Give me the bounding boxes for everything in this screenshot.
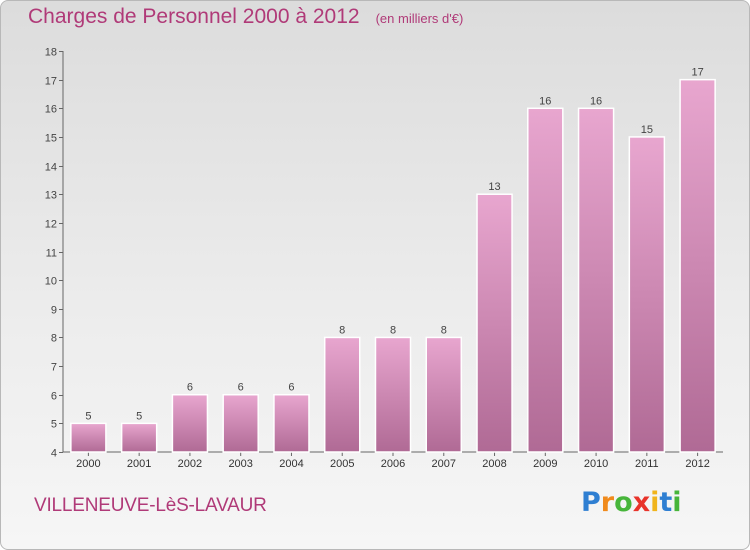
proxiti-logo: Proxiti: [581, 487, 682, 518]
chart-title-main: Charges de Personnel 2000 à 2012: [28, 5, 360, 28]
y-tick-label: 12: [45, 219, 57, 231]
x-tick-label: 2009: [533, 458, 557, 470]
bar: [273, 393, 310, 453]
y-tick-label: 7: [51, 362, 57, 374]
y-tick-label: 5: [51, 419, 57, 431]
bar-value-label: 6: [187, 382, 193, 394]
x-tick-label: 2002: [178, 458, 202, 470]
chart-subtitle: (en milliers d'€): [375, 11, 464, 26]
bar: [679, 78, 716, 453]
logo-letter: r: [600, 487, 615, 518]
logo-letter: i: [672, 487, 682, 518]
bar: [70, 422, 107, 453]
logo-letter: i: [650, 487, 660, 518]
y-tick-label: 8: [51, 333, 57, 345]
bar: [527, 107, 564, 453]
bar: [171, 393, 209, 453]
y-tick-label: 14: [45, 162, 57, 174]
chart-data-labels: 5 5 6 6 6 8 8 8 13 16 16 15 17: [85, 67, 703, 423]
bar-value-label: 15: [641, 124, 653, 136]
bar: [374, 336, 412, 453]
bar-value-label: 5: [136, 410, 142, 422]
x-tick-label: 2008: [482, 458, 506, 470]
commune-name: VILLENEUVE-LèS-LAVAUR: [34, 495, 267, 516]
logo-letter: o: [614, 487, 633, 518]
y-tick-label: 10: [45, 276, 57, 288]
x-tick-label: 2000: [76, 458, 100, 470]
y-tick-label: 13: [45, 190, 57, 202]
chart-title: Charges de Personnel 2000 à 2012 (en mill…: [28, 5, 463, 29]
x-tick-label: 2010: [584, 458, 608, 470]
bar-value-label: 16: [539, 95, 551, 107]
x-tick-label: 2001: [127, 458, 151, 470]
bar-value-label: 6: [238, 382, 244, 394]
y-tick-label: 18: [45, 47, 57, 59]
bar: [476, 193, 513, 453]
bar: [628, 136, 666, 453]
x-tick-label: 2007: [432, 458, 456, 470]
bar-value-label: 8: [390, 324, 396, 336]
bar: [577, 107, 615, 453]
y-tick-label: 11: [46, 248, 57, 260]
bar-value-label: 17: [691, 67, 703, 79]
y-tick-label: 15: [45, 133, 57, 145]
bar: [222, 393, 259, 453]
y-tick-label: 9: [51, 305, 57, 317]
x-tick-label: 2004: [279, 458, 303, 470]
x-tick-label: 2011: [635, 458, 659, 470]
y-tick-label: 16: [45, 104, 57, 116]
y-tick-label: 6: [51, 391, 57, 403]
bar-value-label: 8: [441, 324, 447, 336]
bar-value-label: 13: [488, 181, 500, 193]
x-tick-label: 2012: [685, 458, 709, 470]
bar: [425, 336, 463, 453]
bar-value-label: 8: [339, 324, 345, 336]
bar: [120, 422, 158, 453]
bar-value-label: 5: [85, 410, 91, 422]
logo-letter: P: [581, 487, 601, 518]
bar: [323, 336, 361, 453]
logo-letter: t: [659, 487, 673, 518]
chart-bars: [70, 78, 716, 453]
x-tick-label: 2003: [228, 458, 252, 470]
logo-letter: x: [632, 487, 651, 518]
y-tick-label: 17: [45, 76, 57, 88]
bar-value-label: 6: [288, 382, 294, 394]
bar-value-label: 16: [590, 95, 602, 107]
x-tick-label: 2006: [381, 458, 405, 470]
x-tick-label: 2005: [330, 458, 354, 470]
y-tick-label: 4: [51, 448, 57, 460]
